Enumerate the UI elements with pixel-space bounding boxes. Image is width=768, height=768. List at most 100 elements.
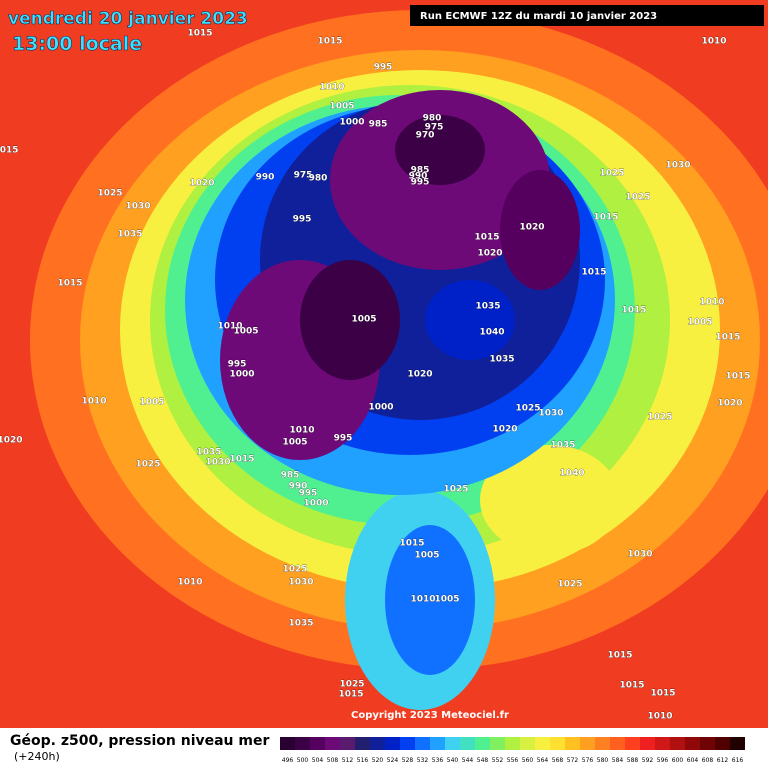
isobar-label: 1020 (407, 370, 432, 380)
isobar-label: 995 (228, 360, 247, 370)
isobar-label: 1015 (474, 233, 499, 243)
colorbar-label: 552 (492, 757, 504, 764)
isobar-label: 1025 (625, 193, 650, 203)
isobar-label: 1035 (550, 441, 575, 451)
colorbar-cell (370, 737, 385, 750)
isobar-label: 995 (299, 489, 318, 499)
colorbar-cell (700, 737, 715, 750)
isobar-label: 1015 (619, 681, 644, 691)
isobar-label: 1015 (593, 213, 618, 223)
colorbar-cell (385, 737, 400, 750)
colorbar-cell (475, 737, 490, 750)
colorbar-cell (415, 737, 430, 750)
colorbar: 496 500 504 508 512 516 520 524 528 532 536 540 544 5… (280, 737, 745, 764)
isobar-label: 1030 (538, 409, 563, 419)
colorbar-label: 548 (477, 757, 489, 764)
colorbar-cell (490, 737, 505, 750)
isobar-label: 1020 (519, 223, 544, 233)
run-box (410, 5, 764, 26)
isobar-label: 1025 (515, 404, 540, 414)
isobar-label: 1010 (701, 37, 726, 47)
colorbar-label: 520 (372, 757, 384, 764)
colorbar-cell (730, 737, 745, 750)
isobar-label: 1015 (187, 29, 212, 39)
colorbar-label: 536 (432, 757, 444, 764)
isobar-label: 1015 (725, 372, 750, 382)
isobar-label: 1005 (233, 327, 258, 337)
product-label: Géop. z500, pression niveau mer (10, 733, 269, 749)
isobar-label: 1015 (317, 37, 342, 47)
isobar-label: 1015 (621, 306, 646, 316)
isobar-label: 1010 (177, 578, 202, 588)
colorbar-label: 556 (507, 757, 519, 764)
colorbar-label: 532 (417, 757, 429, 764)
isobar-label: 1015 (607, 651, 632, 661)
isobar-label: 1025 (339, 680, 364, 690)
copyright: Copyright 2023 Meteociel.fr (351, 710, 509, 721)
colorbar-cell (445, 737, 460, 750)
colorbar-cell (550, 737, 565, 750)
isobar-label: 995 (411, 178, 430, 188)
colorbar-label: 524 (387, 757, 399, 764)
colorbar-cell (505, 737, 520, 750)
isobar-label: 1005 (282, 438, 307, 448)
colorbar-label: 496 (282, 757, 294, 764)
lead-time: (+240h) (14, 750, 60, 763)
subtitle: 13:00 locale (12, 33, 142, 55)
isobar-label: 1020 (492, 425, 517, 435)
colorbar-label: 616 (732, 757, 744, 764)
isobar-label: 1030 (627, 550, 652, 560)
colorbar-label: 512 (342, 757, 354, 764)
isobar-label: 1010 (217, 322, 242, 332)
colorbar-label: 588 (627, 757, 639, 764)
isobar-label: 1005 (329, 102, 354, 112)
colorbar-cell (580, 737, 595, 750)
isobar-label: 1020 (717, 399, 742, 409)
isobar-label: 1005 (434, 595, 459, 605)
colorbar-label: 516 (357, 757, 369, 764)
isobar-label: 1020 (0, 436, 23, 446)
colorbar-cell (565, 737, 580, 750)
colorbar-cell (460, 737, 475, 750)
isobar-label: 985 (411, 166, 430, 176)
colorbar-cell (640, 737, 655, 750)
isobar-label: 1025 (97, 189, 122, 199)
colorbar-cell (670, 737, 685, 750)
isobar-label: 980 (423, 114, 442, 124)
isobar-label: 990 (256, 173, 275, 183)
colorbar-label: 560 (522, 757, 534, 764)
colorbar-label: 596 (657, 757, 669, 764)
isobar-label: 1040 (559, 469, 584, 479)
geopotential-field (30, 10, 768, 710)
colorbar-label: 544 (462, 757, 474, 764)
isobar-label: 1030 (665, 161, 690, 171)
isobar-label: 1015 (581, 268, 606, 278)
colorbar-label: 500 (297, 757, 309, 764)
isobar-label: 1030 (205, 458, 230, 468)
isobar-label: 1020 (189, 179, 214, 189)
isobar-label: 1025 (282, 565, 307, 575)
isobar-label: 1000 (303, 499, 328, 509)
colorbar-label: 576 (582, 757, 594, 764)
colorbar-label: 604 (687, 757, 699, 764)
colorbar-label: 564 (537, 757, 549, 764)
colorbar-label: 592 (642, 757, 654, 764)
colorbar-cell (610, 737, 625, 750)
isobar-label: 1005 (139, 398, 164, 408)
colorbar-label: 600 (672, 757, 684, 764)
isobar-label: 990 (289, 482, 308, 492)
isobar-label: 995 (334, 434, 353, 444)
colorbar-label: 608 (702, 757, 714, 764)
isobar-label: 1035 (196, 448, 221, 458)
isobar-label: 1010 (289, 426, 314, 436)
colorbar-cell (685, 737, 700, 750)
isobar-label: 1015 (399, 539, 424, 549)
isobar-label: 1020 (477, 249, 502, 259)
isobar-label: 1035 (117, 230, 142, 240)
colorbar-cell (310, 737, 325, 750)
isobar-label: 1015 (229, 455, 254, 465)
isobar-label: 995 (374, 63, 393, 73)
isobar-label: 1025 (557, 580, 582, 590)
colorbar-cell (340, 737, 355, 750)
